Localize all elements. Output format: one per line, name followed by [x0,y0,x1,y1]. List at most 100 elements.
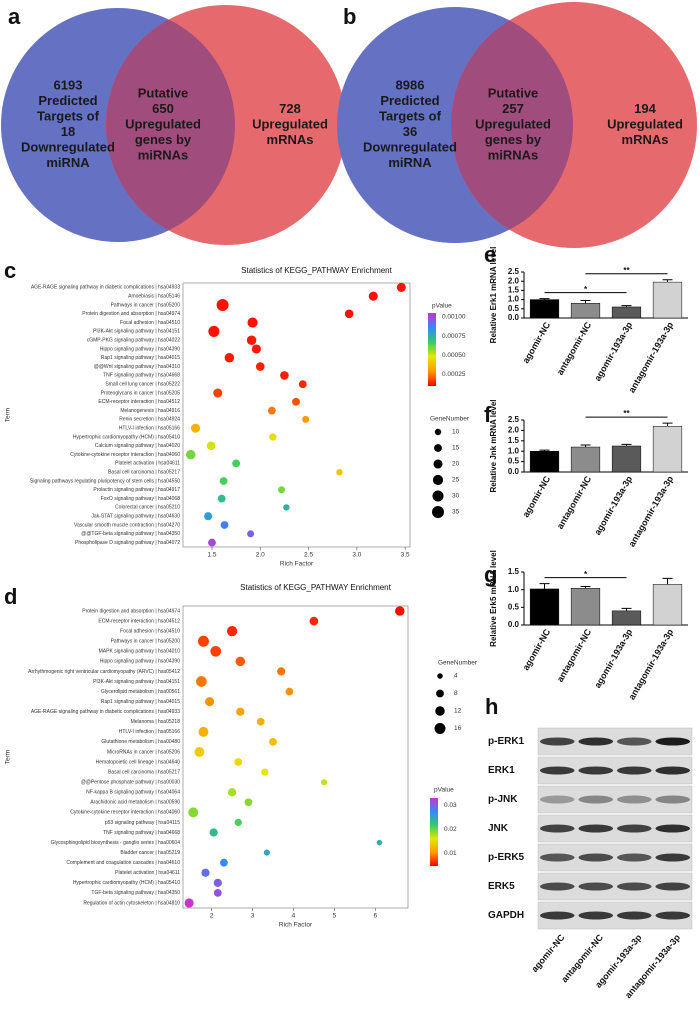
x-tick-label: 2.5 [304,552,313,559]
dot [256,717,265,726]
y-tick-label: 1.0 [508,446,520,455]
venn-label: 194 [634,101,656,116]
venn-label: genes by [135,132,192,147]
term-label: Complement and coagulation cascades | hs… [66,860,180,866]
size-key [434,428,442,436]
venn-label: Predicted [38,93,97,108]
y-axis-title: Relative Erk1 mRNA level [489,247,498,344]
bar [652,281,683,319]
term-label: Glycosphingolipid biosynthesis - ganglio… [51,840,181,846]
plot-frame [182,605,409,909]
term-label: Proteoglycans in cancer | hsa05205 [101,390,181,396]
venn-label: Upregulated [125,116,201,131]
venn-label: Putative [488,85,539,100]
colorbar-label: 0.00050 [442,352,466,359]
dot [232,459,241,468]
term-label: Arrhythmogenic right ventricular cardiom… [28,669,180,675]
term-label: Platelet activation | hsa04611 [115,870,180,876]
term-label: AGE-RAGE signaling pathway in diabetic c… [31,709,180,715]
blot-band [655,911,691,920]
term-label: ECM-receptor interaction | hsa04512 [98,618,180,624]
dot [235,656,246,667]
venn-label: Putative [138,85,189,100]
dot [251,344,261,354]
term-label: Basal cell carcinoma | hsa05217 [108,470,180,476]
dot [280,371,289,380]
blot-band [655,824,691,833]
size-label: 25 [452,477,460,484]
term-label: Glycerolipid metabolism | hsa00561 [101,689,180,695]
x-tick-label: 3 [251,913,255,920]
blot-band [539,795,575,804]
x-tick-label: 3.0 [352,552,361,559]
y-tick-label: 1.0 [508,585,520,594]
blot-band [578,766,614,775]
term-label: PI3K-Akt signaling pathway | hsa04151 [93,329,180,335]
dot [219,477,228,485]
x-tick-label: antagomir-NC [555,627,594,684]
blot-band [578,911,614,920]
term-label: FoxO signaling pathway | hsa04068 [101,496,181,502]
x-tick-label: agomir-193a-3p [592,320,634,383]
term-label: AGE-RAGE signaling pathway in diabetic c… [31,285,180,291]
colorbar-label: 0.00075 [442,333,466,340]
dot [255,362,265,371]
dot [204,512,213,521]
term-label: Hypertrophic cardiomyopathy (HCM) | hsa0… [73,880,180,886]
blot-band [655,795,691,804]
term-label: Glutathione metabolism | hsa00480 [101,739,180,745]
venn-label: Upregulated [252,116,328,131]
dot [263,849,270,856]
dot [205,697,215,707]
dot [344,309,354,319]
dot [184,898,194,908]
panel-label: e [484,242,496,267]
term-label: Melanoma | hsa05218 [131,719,181,725]
term-label: Pathways in cancer | hsa05200 [111,302,181,308]
dot [309,616,319,626]
blot-row-label: ERK1 [488,765,515,776]
bar [570,588,601,626]
term-label: ECM-receptor interaction | hsa04512 [98,399,180,405]
error-bar [621,607,632,611]
term-label: PI3K-Akt signaling pathway | hsa04151 [93,679,180,685]
dot [185,449,196,460]
blot-strip [537,785,693,814]
chart-title: Statistics of KEGG_PATHWAY Enrichment [241,266,392,275]
dot [209,828,218,837]
x-tick-label: antagomir-193a-3p [627,474,676,549]
y-tick-label: 1.0 [508,295,520,304]
dot [220,858,228,867]
dot [376,839,383,846]
size-key [433,459,443,469]
x-tick-label: agomir-193a-3p [592,627,634,690]
error-bar [621,443,632,446]
term-label: @@TGF-beta signaling pathway | hsa04350 [81,531,180,537]
dot [236,707,245,716]
x-tick-label: 5 [333,913,337,920]
venn-label: mRNAs [267,132,314,147]
error-bar [580,300,591,304]
term-label: Cytokine-cytokine receptor interaction |… [70,452,180,458]
error-bar [662,577,673,585]
dot [213,388,223,398]
term-label: TNF signaling pathway | hsa04668 [103,373,180,379]
size-key [434,723,446,734]
term-label: MAPK signaling pathway | hsa04010 [99,649,181,655]
size-label: 15 [452,445,460,452]
blot-band [539,824,575,833]
dot [210,645,222,657]
dot [298,380,307,389]
venn-label: 36 [403,124,417,139]
dot [283,504,290,511]
blot-band [616,737,652,746]
venn-label: mRNAs [622,132,669,147]
colorbar-label: 0.01 [444,850,457,857]
term-label: Prolactin signaling pathway | hsa04917 [93,487,180,493]
venn-label: Targets of [379,109,442,124]
x-tick-label: 4 [292,913,296,920]
venn-label: Predicted [380,93,439,108]
size-label: 12 [454,708,462,715]
blot-band [616,882,652,891]
